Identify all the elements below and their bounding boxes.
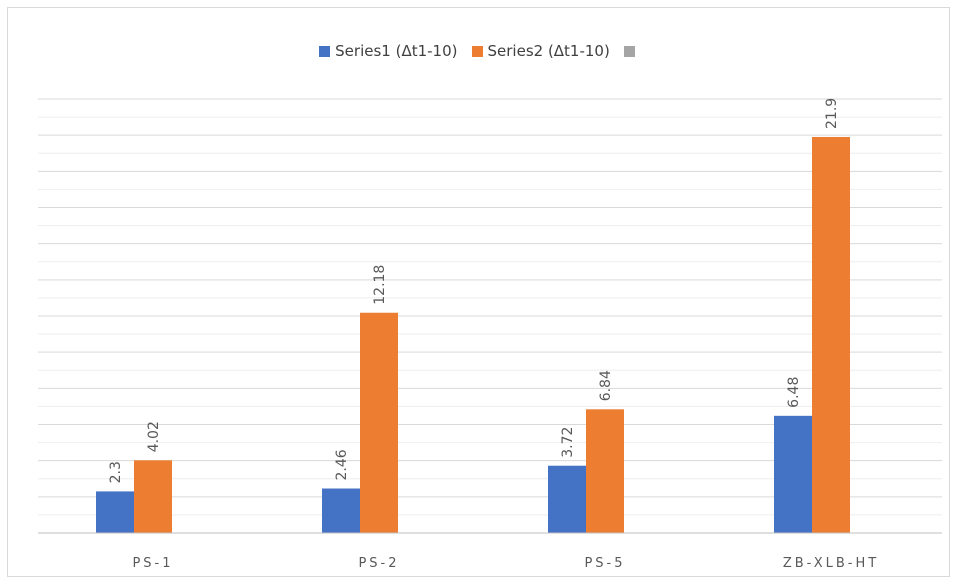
legend-swatch-series2 [471, 45, 483, 57]
x-tick-label: PS-5 [584, 556, 625, 571]
x-axis: PS-1 PS-2 PS-5 ZB-XLB-HT [38, 532, 942, 571]
legend-swatch-extra [623, 45, 635, 57]
bar-1-ps-5 [548, 465, 586, 533]
legend: Series1 (Δt1-10) Series2 (Δt1-10) [0, 38, 959, 64]
data-label-1-ps-2: 2.46 [334, 449, 350, 480]
bar-2-zb-xlb-ht [812, 136, 850, 533]
legend-label-series2: Series2 (Δt1-10) [487, 42, 610, 60]
data-label-2-zb-xlb-ht: 21.9 [824, 98, 840, 129]
bar-1-ps-1 [96, 491, 134, 533]
legend-item-series1: Series1 (Δt1-10) [319, 42, 458, 60]
data-label-2-ps-1: 4.02 [146, 421, 162, 452]
bar-2-ps-5 [586, 409, 624, 533]
data-label-2-ps-5: 6.84 [598, 370, 614, 401]
data-labels: 2.3 4.02 2.46 12.18 3.72 6.84 6.48 21.9 [108, 98, 840, 484]
data-label-1-ps-5: 3.72 [560, 427, 576, 458]
bars [96, 136, 850, 533]
legend-item-extra [623, 45, 640, 57]
bar-1-zb-xlb-ht [774, 415, 812, 533]
legend-item-series2: Series2 (Δt1-10) [471, 42, 610, 60]
bar-1-ps-2 [322, 488, 360, 533]
data-label-2-ps-2: 12.18 [372, 265, 388, 305]
x-tick-label: ZB-XLB-HT [783, 556, 879, 571]
data-label-1-ps-1: 2.3 [108, 461, 124, 483]
bar-2-ps-1 [134, 460, 172, 533]
data-label-1-zb-xlb-ht: 6.48 [786, 377, 802, 408]
legend-swatch-series1 [319, 45, 331, 57]
bar-2-ps-2 [360, 312, 398, 533]
legend-label-series1: Series1 (Δt1-10) [335, 42, 458, 60]
x-tick-label: PS-1 [132, 556, 173, 571]
x-tick-label: PS-2 [358, 556, 399, 571]
